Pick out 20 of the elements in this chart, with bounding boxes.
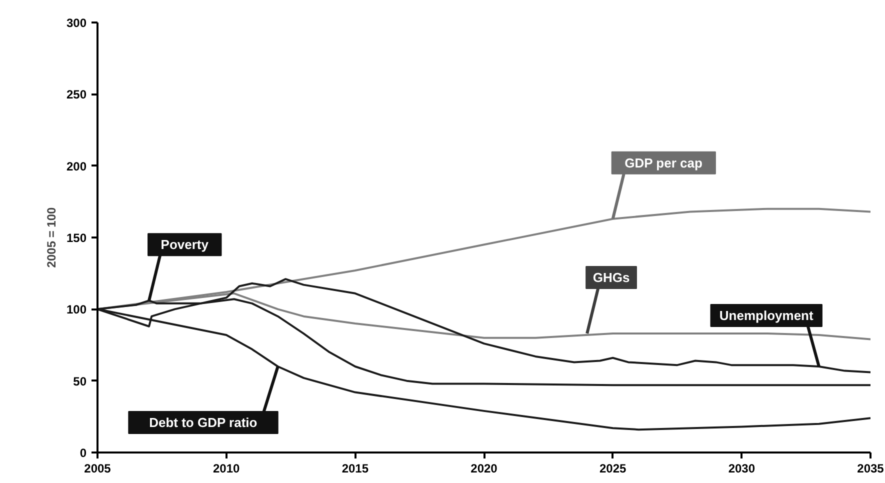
y-tick-label: 100 — [66, 302, 87, 317]
y-tick-label: 200 — [66, 159, 87, 174]
x-tick-label: 2030 — [728, 462, 756, 476]
x-tick-label: 2035 — [857, 462, 884, 476]
x-tick-label: 2010 — [212, 462, 240, 476]
y-tick-label: 50 — [73, 374, 87, 388]
annotation: Unemployment — [719, 308, 814, 323]
x-tick-label: 2015 — [342, 462, 369, 476]
annotation: Poverty — [160, 237, 210, 252]
x-tick-label: 2005 — [84, 462, 112, 476]
annotation: GHGs — [592, 270, 630, 286]
y-axis-title: 2005 = 100 — [44, 206, 58, 268]
annotation: Debt to GDP ratio — [149, 415, 258, 430]
x-tick-label: 2025 — [599, 462, 627, 476]
y-tick-label: 150 — [66, 231, 87, 245]
x-tick-label: 2020 — [470, 462, 498, 476]
annotation: GDP per cap — [624, 155, 702, 170]
y-tick-label: 0 — [80, 446, 87, 460]
y-tick-label: 250 — [66, 88, 87, 102]
y-tick-label: 300 — [66, 16, 87, 30]
